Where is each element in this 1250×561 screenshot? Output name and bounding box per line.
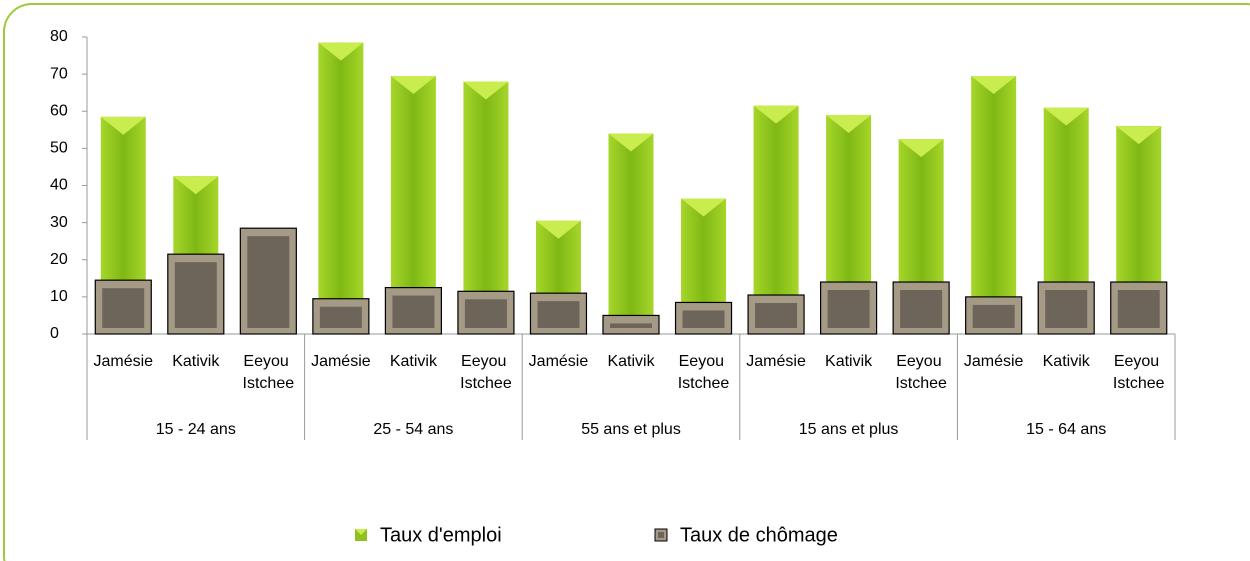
x-tick-label: Jamésie xyxy=(964,353,1024,370)
bar-inner xyxy=(247,236,290,328)
x-tick-label: Jamésie xyxy=(746,353,806,370)
y-tick-label: 60 xyxy=(50,102,68,119)
bar-inner xyxy=(755,303,798,328)
x-tick-label: Eeyou Istchee xyxy=(460,353,512,392)
bar-inner xyxy=(1117,290,1160,328)
legend-swatch-cap xyxy=(355,529,367,535)
bar-inner xyxy=(682,310,725,328)
y-tick-label: 30 xyxy=(50,214,68,231)
bar-inner xyxy=(319,306,362,328)
bar xyxy=(971,75,1017,334)
bar-inner xyxy=(827,290,870,328)
group-label: 15 - 64 ans xyxy=(1026,421,1106,438)
bar-cap xyxy=(100,116,146,135)
bar-inner xyxy=(174,262,217,328)
x-tick-label: Jamésie xyxy=(311,353,371,370)
bar-cap xyxy=(753,105,799,124)
bar-cap xyxy=(318,42,364,61)
x-tick-label: Eeyou Istchee xyxy=(1113,353,1165,392)
group-label: 15 ans et plus xyxy=(799,421,899,438)
bar-inner xyxy=(972,304,1015,328)
legend-swatch-inner xyxy=(658,532,664,538)
bar-cap xyxy=(1043,107,1089,126)
x-tick-label: Jamésie xyxy=(93,353,153,370)
bar-cap xyxy=(173,176,219,195)
bar-cap xyxy=(608,133,654,152)
bar-cap xyxy=(390,75,436,94)
bar-inner xyxy=(537,301,580,328)
legend-label: Taux d'emploi xyxy=(380,524,502,546)
bar-cap xyxy=(681,198,727,217)
group-label: 15 - 24 ans xyxy=(156,421,236,438)
x-tick-label: Kativik xyxy=(825,353,873,370)
bar xyxy=(608,133,654,334)
x-tick-label: Eeyou Istchee xyxy=(678,353,730,392)
y-tick-label: 10 xyxy=(50,288,68,305)
bar xyxy=(318,42,364,334)
bar-cap xyxy=(898,139,944,158)
legend-label: Taux de chômage xyxy=(680,524,838,546)
bar-inner xyxy=(392,295,435,328)
y-tick-label: 0 xyxy=(50,325,59,342)
x-tick-label: Kativik xyxy=(607,353,655,370)
group-label: 25 - 54 ans xyxy=(373,421,453,438)
bar-inner xyxy=(610,323,652,328)
y-tick-label: 80 xyxy=(50,28,68,45)
bar-cap xyxy=(1116,126,1162,145)
bar-inner xyxy=(1045,290,1088,328)
y-tick-label: 70 xyxy=(50,65,68,82)
x-tick-label: Kativik xyxy=(390,353,438,370)
bar-inner xyxy=(900,290,943,328)
y-tick-label: 20 xyxy=(50,251,68,268)
y-tick-label: 40 xyxy=(50,177,68,194)
group-label: 55 ans et plus xyxy=(581,421,681,438)
x-tick-label: Eeyou Istchee xyxy=(895,353,947,392)
bar-inner xyxy=(102,288,145,328)
bar-cap xyxy=(826,114,872,133)
bar-cap xyxy=(971,75,1017,94)
x-tick-label: Kativik xyxy=(1043,353,1091,370)
bar-inner xyxy=(464,299,507,328)
bar-cap xyxy=(535,220,581,239)
y-tick-label: 50 xyxy=(50,140,68,157)
bar-cap xyxy=(463,81,509,100)
x-tick-label: Kativik xyxy=(172,353,220,370)
x-tick-label: Eeyou Istchee xyxy=(243,353,295,392)
x-tick-label: Jamésie xyxy=(529,353,589,370)
